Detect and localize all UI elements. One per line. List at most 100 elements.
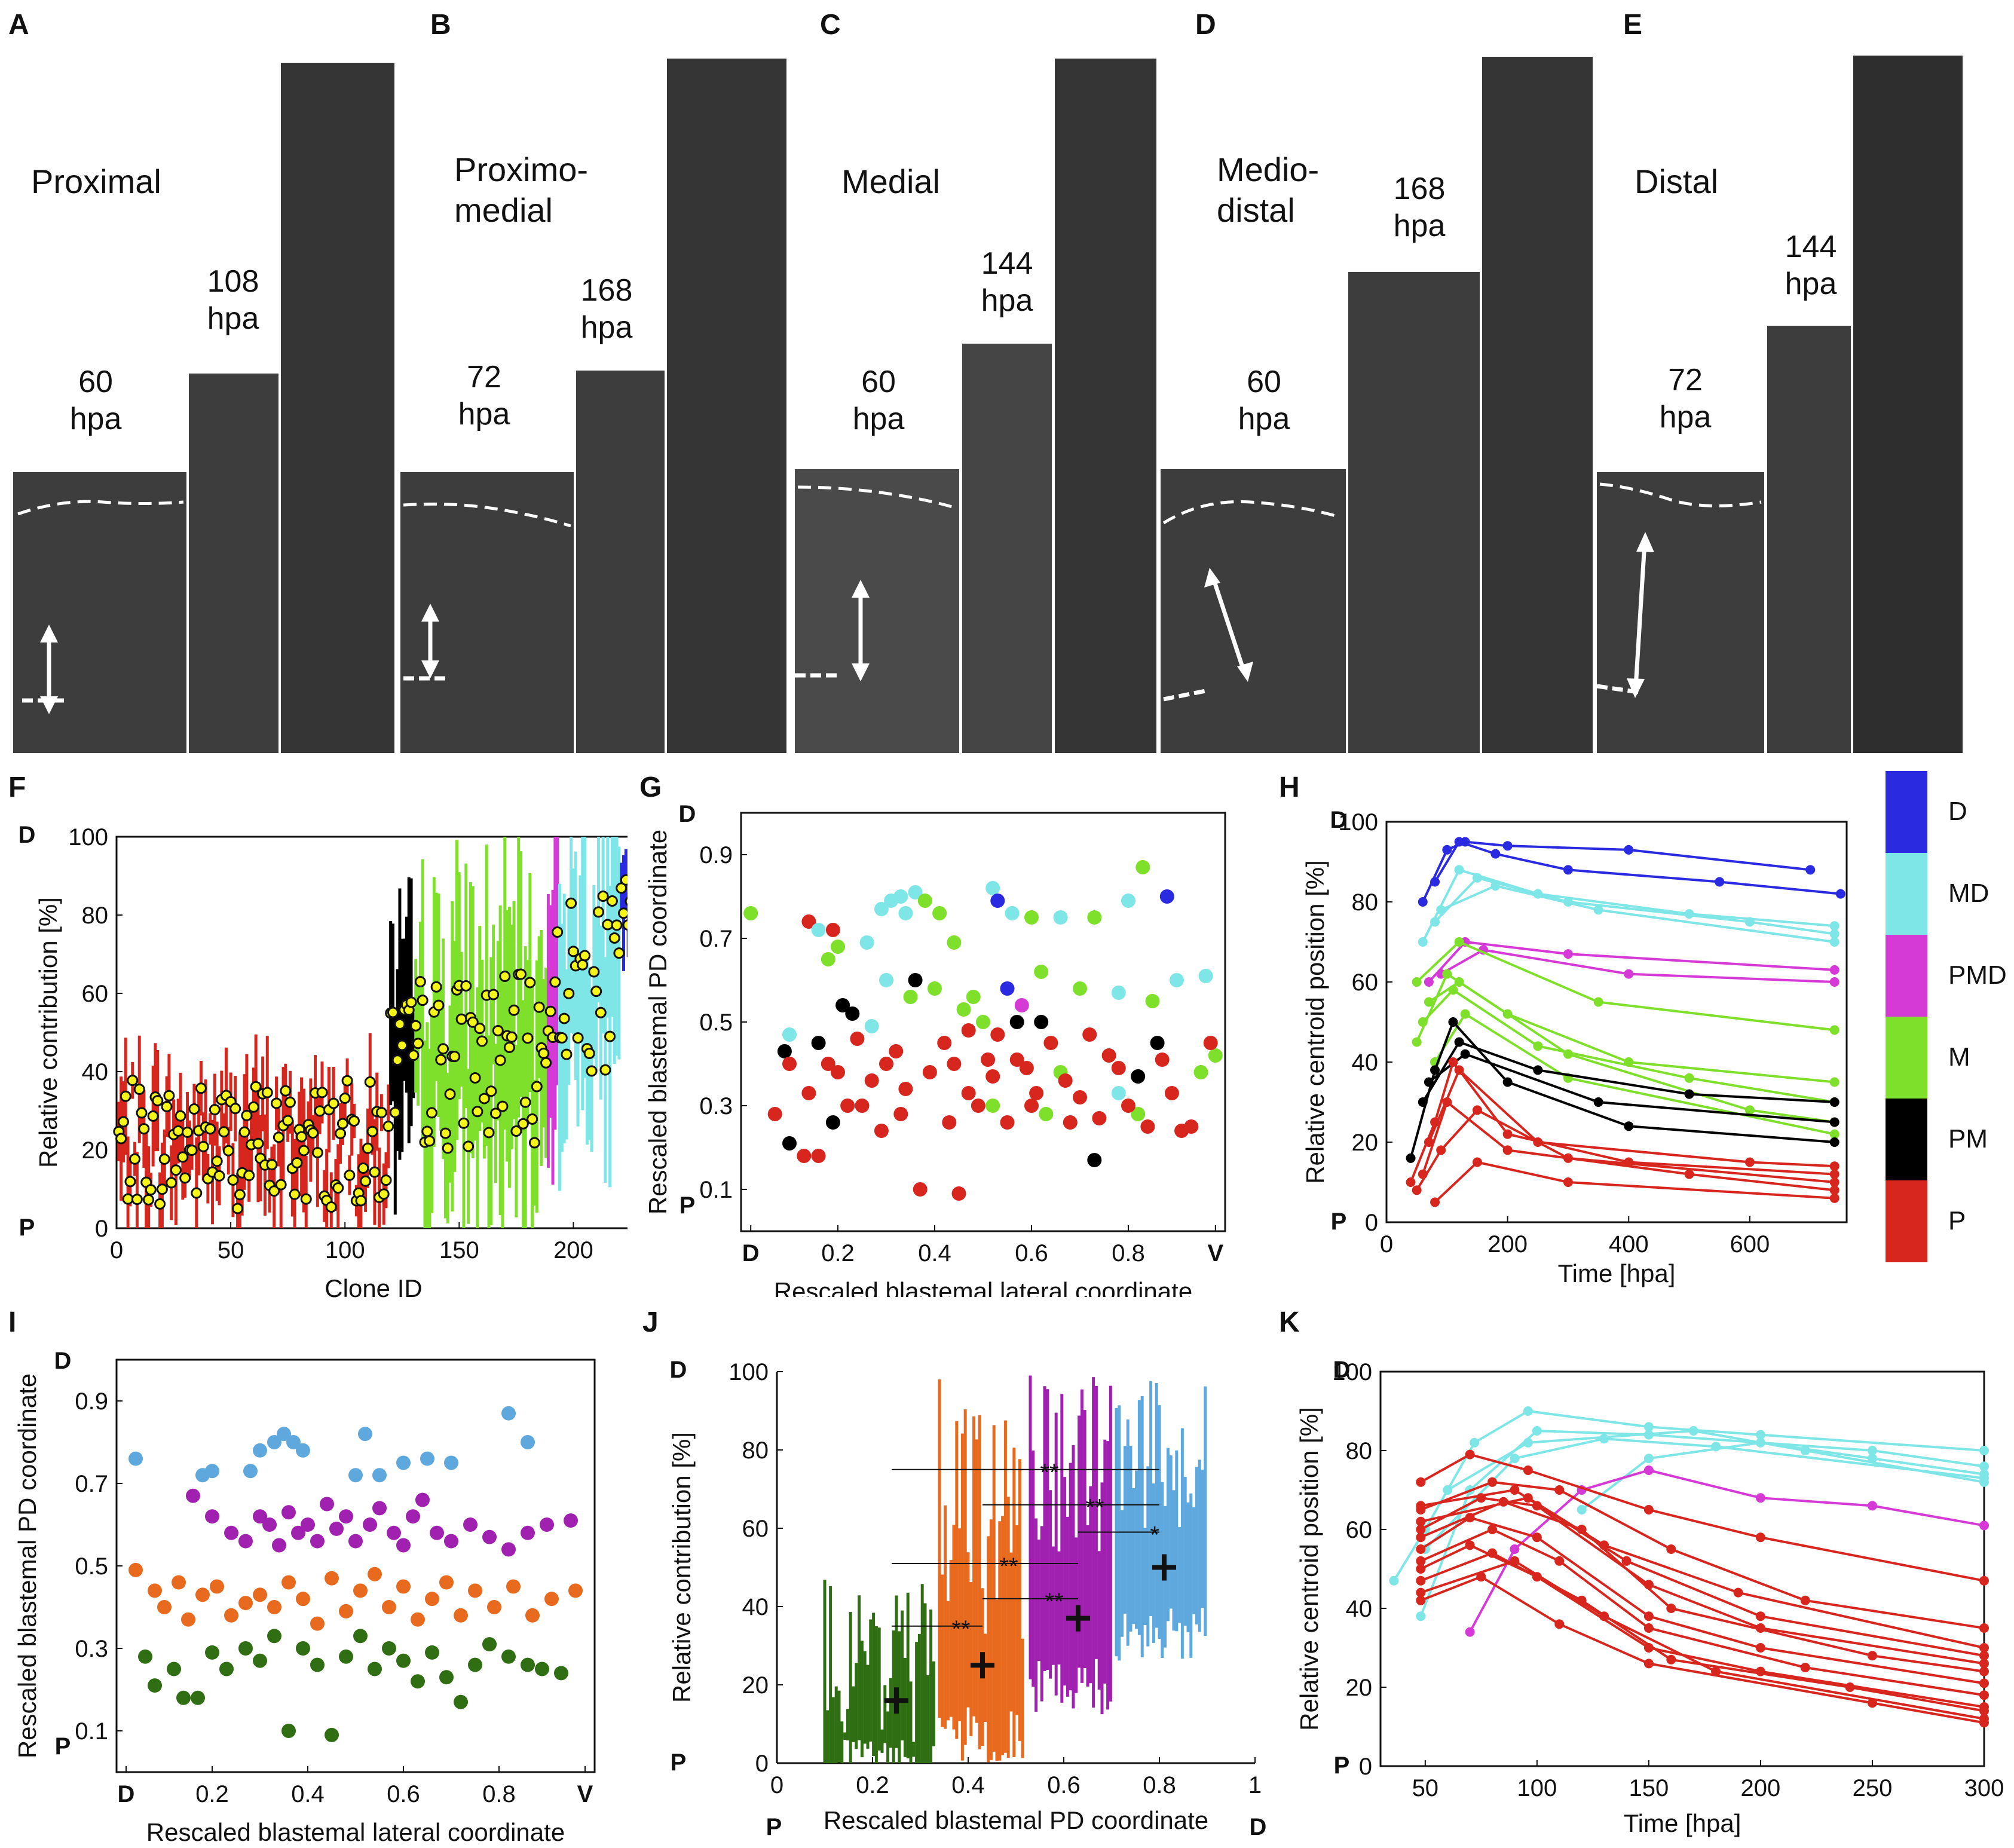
scatter-point-purple [301, 1517, 315, 1532]
x-tick-label: 0.2 [856, 1772, 889, 1798]
trajectory-point [1867, 1651, 1877, 1661]
scatter-point-pm [1131, 1069, 1146, 1084]
scatter-point-p [942, 1115, 957, 1130]
scatter-point-blue [372, 1468, 387, 1483]
scatter-point-p [1073, 1090, 1087, 1104]
scatter-point-pm [777, 1044, 792, 1058]
scatter-point-purple [348, 1534, 363, 1549]
scatter-point-green [368, 1662, 382, 1676]
legend-label-pm: PM [1948, 1124, 1988, 1154]
scatter-point-p [855, 1099, 870, 1113]
micrograph-d-late [1482, 57, 1593, 753]
trajectory-point [1979, 1690, 1989, 1700]
clone-mean-point [611, 919, 623, 931]
scatter-point-blue [267, 1435, 281, 1449]
clone-mean-point [437, 1043, 449, 1055]
scatter-point-m [1135, 860, 1150, 874]
trajectory-point [1418, 1169, 1428, 1179]
clone-mean-point [172, 1125, 184, 1137]
clone-mean-point [166, 1177, 177, 1189]
trajectory-point [1416, 1544, 1426, 1554]
clone-mean-point [503, 1041, 515, 1053]
trajectory-point [1867, 1454, 1877, 1464]
panel-label-c: C [820, 9, 841, 41]
scatter-point-pm [835, 998, 850, 1012]
chart-k-centroid-trajectories: 0 20 40 60 80 100 50 100 150 200 250 300 D P Time [hpa… [1295, 1357, 2004, 1837]
trajectory-point [1829, 1185, 1839, 1195]
scatter-point-blue [296, 1443, 310, 1458]
trajectory-point [1979, 1706, 1989, 1716]
trajectory-point [1829, 1169, 1839, 1179]
scatter-point-p [913, 1182, 928, 1197]
trajectory-point [1829, 1137, 1839, 1147]
scatter-point-blue [277, 1427, 291, 1442]
scatter-point-md [859, 935, 874, 950]
clone-mean-point [592, 906, 604, 918]
scatter-point-green [521, 1657, 535, 1672]
scatter-point-green [425, 1645, 439, 1660]
scatter-point-p [1092, 1111, 1107, 1125]
clone-mean-point [455, 1013, 467, 1025]
y-tick-label: 40 [1346, 1596, 1373, 1622]
time-label-b1: 72 hpa [458, 360, 510, 432]
trajectory-point [1424, 997, 1434, 1007]
scatter-point-pm [908, 973, 923, 987]
scatter-point-p [811, 1149, 826, 1163]
y-tick-label: 0 [1365, 1210, 1378, 1236]
y-tick-label: 80 [1346, 1438, 1373, 1464]
micrograph-c-144hpa [962, 344, 1052, 753]
scatter-point-md [1053, 910, 1068, 925]
trajectory-pmd [1428, 940, 1835, 983]
scatter-point-p [1063, 1115, 1078, 1130]
scatter-point-orange [382, 1600, 396, 1614]
clone-mean-point [467, 1016, 479, 1028]
clone-mean-point [485, 1085, 497, 1097]
clone-mean-point [586, 1065, 598, 1077]
x-tick-label: 0.4 [951, 1772, 985, 1798]
clone-mean-point [136, 1107, 148, 1119]
panel-label-i: I [8, 1307, 17, 1338]
clone-mean-point [474, 1023, 486, 1035]
y-tick-label: 80 [1352, 889, 1379, 916]
scatter-point-m [956, 1002, 971, 1017]
scatter-point-md [908, 885, 923, 899]
time-label-c2: 144 hpa [981, 246, 1033, 318]
trajectory-point [1666, 1654, 1676, 1665]
scatter-point-p [1184, 1119, 1199, 1134]
trajectory-point [1979, 1469, 1989, 1479]
scatter-point-purple [501, 1542, 516, 1557]
x-tick-label: 0.2 [195, 1781, 229, 1807]
scatter-point-md [1111, 986, 1126, 1000]
trajectory-point [1412, 1037, 1422, 1047]
trajectory-point [1744, 1105, 1755, 1115]
scatter-point-purple [521, 1525, 535, 1540]
clone-mean-point [241, 1109, 253, 1121]
scatter-point-green [396, 1653, 411, 1668]
scatter-point-p [893, 1107, 908, 1121]
x-tick-label: 600 [1730, 1231, 1770, 1258]
trajectory-point [1443, 1485, 1453, 1495]
clone-mean-point [449, 1051, 461, 1063]
scatter-point-p [1058, 1073, 1073, 1088]
scatter-point-green [205, 1645, 219, 1660]
trajectory-point [1476, 1572, 1486, 1582]
scatter-point-m [1073, 981, 1087, 996]
trajectory-point [1733, 1587, 1743, 1598]
scatter-point-orange [411, 1612, 425, 1627]
y-top-label: D [19, 822, 36, 848]
trajectory-point [1523, 1465, 1533, 1475]
clone-mean-point [247, 1101, 259, 1113]
scatter-point-m [821, 952, 835, 966]
scatter-point-purple [281, 1505, 296, 1520]
clone-mean-point [433, 999, 445, 1011]
scatter-point-md [985, 881, 1000, 895]
y-bottom-label: P [1334, 1752, 1350, 1779]
scatter-point-purple [372, 1501, 387, 1516]
y-tick-label: 0 [755, 1751, 769, 1777]
trajectory-point [1979, 1477, 1989, 1487]
clone-mean-point [463, 1140, 475, 1152]
y-axis-label: Relative centroid position [%] [1301, 860, 1329, 1184]
trajectory-p [1420, 1544, 1985, 1708]
clone-mean-point [268, 1185, 280, 1197]
scatter-point-green [554, 1666, 568, 1681]
